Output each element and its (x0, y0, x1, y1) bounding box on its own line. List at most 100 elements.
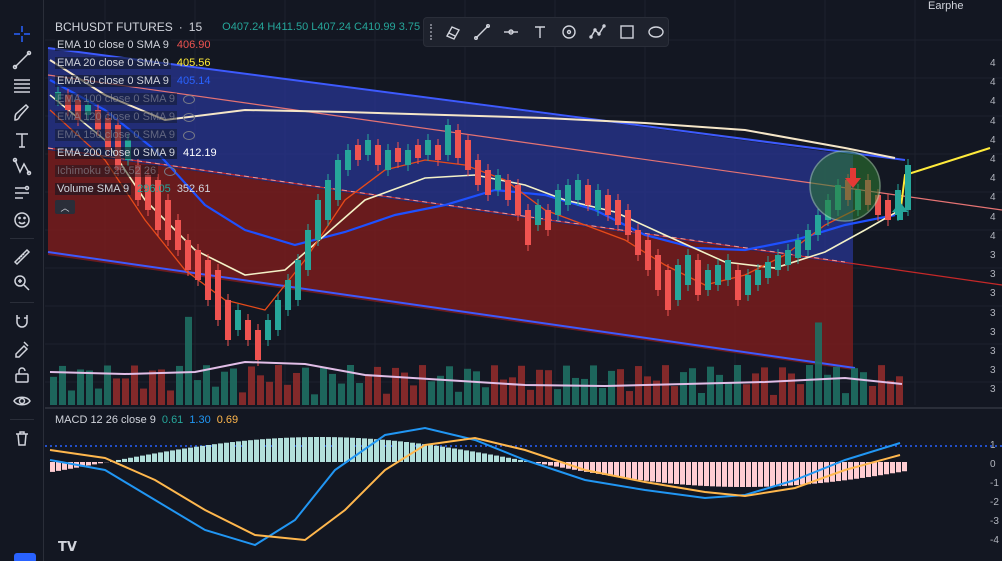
indicator-row[interactable]: EMA 200 close 0 SMA 9 412.19 (55, 144, 468, 162)
top-right-label[interactable]: Earphe (928, 0, 964, 12)
channel-dashed-line (47, 147, 846, 263)
indicator-row[interactable]: EMA 150 close 0 SMA 9 (55, 126, 468, 144)
bottom-badge[interactable] (14, 553, 36, 561)
volume-bar (707, 366, 714, 405)
path-icon[interactable] (587, 20, 610, 44)
macd-histogram-bar (746, 462, 751, 487)
candle-body (95, 110, 101, 130)
volume-bar (455, 391, 462, 405)
macd-histogram-bar (728, 462, 733, 487)
pane-separator[interactable] (45, 407, 1002, 409)
line-icon[interactable] (471, 20, 494, 44)
rectangle-icon[interactable] (616, 20, 639, 44)
horizontal-ray-icon[interactable] (500, 20, 523, 44)
crosshair-icon[interactable] (8, 20, 36, 48)
legend-collapse-row: ︿ (55, 198, 468, 216)
symbol-title[interactable]: BCHUSDT FUTURES (55, 20, 173, 34)
macd-histogram-bar (80, 462, 85, 467)
indicator-label[interactable]: Ichimoku 9 26 52 26 (55, 165, 159, 177)
macd-histogram-bar (116, 459, 121, 462)
indicator-row[interactable]: EMA 100 close 0 SMA 9 (55, 90, 468, 108)
candle-body (365, 140, 371, 155)
macd-histogram-bar (698, 462, 703, 486)
chart-area[interactable] (45, 0, 1002, 561)
brush-icon[interactable] (8, 99, 36, 127)
ruler-icon[interactable] (8, 243, 36, 271)
trend-line-icon[interactable] (8, 46, 36, 74)
fib-icon[interactable] (8, 72, 36, 100)
indicator-label[interactable]: EMA 20 close 0 SMA 9 (55, 57, 171, 69)
volume-bar (536, 369, 543, 405)
hidden-eye-icon[interactable] (183, 94, 196, 104)
eye-icon[interactable] (8, 387, 36, 415)
macd-histogram-bar (650, 462, 655, 482)
volume-bar (581, 378, 588, 405)
volume-bar (887, 380, 894, 405)
indicator-row[interactable]: EMA 20 close 0 SMA 9 405.56 (55, 54, 468, 72)
price-axis-label: 4 (990, 211, 996, 223)
lock-icon[interactable] (8, 361, 36, 389)
zoom-icon[interactable] (8, 269, 36, 297)
indicator-label[interactable]: EMA 10 close 0 SMA 9 (55, 39, 171, 51)
chart-canvas[interactable] (45, 0, 1002, 561)
macd-histogram-bar (92, 462, 97, 465)
indicator-label[interactable]: EMA 120 close 0 SMA 9 (55, 111, 178, 123)
volume-bar (698, 392, 705, 405)
volume-bar (410, 385, 417, 405)
floating-drawing-toolbar[interactable] (423, 17, 669, 47)
candle-body (765, 262, 771, 278)
target-icon[interactable] (558, 20, 581, 44)
text-icon[interactable] (8, 126, 36, 154)
lock-drawing-icon[interactable] (8, 334, 36, 362)
forecast-icon[interactable] (8, 179, 36, 207)
volume-bar (653, 380, 660, 405)
macd-label[interactable]: MACD 12 26 close 9 (55, 414, 156, 426)
drag-handle[interactable] (430, 24, 436, 40)
pattern-icon[interactable] (8, 152, 36, 180)
volume-bar (320, 367, 327, 405)
macd-histogram-bar (182, 448, 187, 462)
indicator-label[interactable]: EMA 150 close 0 SMA 9 (55, 129, 178, 141)
indicator-row[interactable]: EMA 10 close 0 SMA 9 406.90 (55, 36, 468, 54)
macd-histogram-bar (878, 462, 883, 476)
macd-histogram-bar (326, 437, 331, 462)
macd-axis-label: -2 (990, 497, 999, 508)
hidden-eye-icon[interactable] (183, 130, 196, 140)
left-drawing-toolbar (0, 0, 44, 561)
candle-body (195, 250, 201, 280)
legend-collapse-button[interactable]: ︿ (55, 200, 75, 214)
magnet-icon[interactable] (8, 307, 36, 335)
tradingview-logo[interactable]: TV (58, 540, 77, 555)
hidden-eye-icon[interactable] (183, 112, 196, 122)
indicator-label[interactable]: EMA 200 close 0 SMA 9 (55, 147, 178, 159)
candle-body (655, 255, 661, 290)
volume-bar (248, 366, 255, 405)
template-icon[interactable] (442, 20, 465, 44)
macd-histogram-bar (590, 462, 595, 473)
ellipse-icon[interactable] (645, 20, 668, 44)
indicator-row[interactable]: EMA 120 close 0 SMA 9 (55, 108, 468, 126)
volume-bar (689, 368, 696, 405)
hidden-eye-icon[interactable] (164, 166, 177, 176)
indicator-label[interactable]: EMA 50 close 0 SMA 9 (55, 75, 171, 87)
volume-bar (59, 365, 66, 405)
indicator-label[interactable]: EMA 100 close 0 SMA 9 (55, 93, 178, 105)
indicator-label[interactable]: Volume SMA 9 (55, 183, 132, 195)
indicator-row[interactable]: EMA 50 close 0 SMA 9 405.14 (55, 72, 468, 90)
emoji-icon[interactable] (8, 206, 36, 234)
indicator-row[interactable]: Volume SMA 9 296.05 352.61 (55, 180, 468, 198)
volume-bar (869, 385, 876, 405)
symbol-interval[interactable]: 15 (188, 20, 203, 34)
macd-histogram-bar (578, 462, 583, 471)
macd-histogram-bar (176, 449, 181, 462)
macd-histogram-bar (152, 453, 157, 462)
candle-body (775, 255, 781, 270)
volume-bar (329, 373, 336, 405)
volume-bar (311, 394, 318, 405)
indicator-row[interactable]: Ichimoku 9 26 52 26 (55, 162, 468, 180)
trash-icon[interactable] (8, 424, 36, 452)
text-icon[interactable] (529, 20, 552, 44)
macd-histogram-bar (278, 438, 283, 462)
candle-body (325, 180, 331, 220)
candle-body (665, 270, 671, 310)
